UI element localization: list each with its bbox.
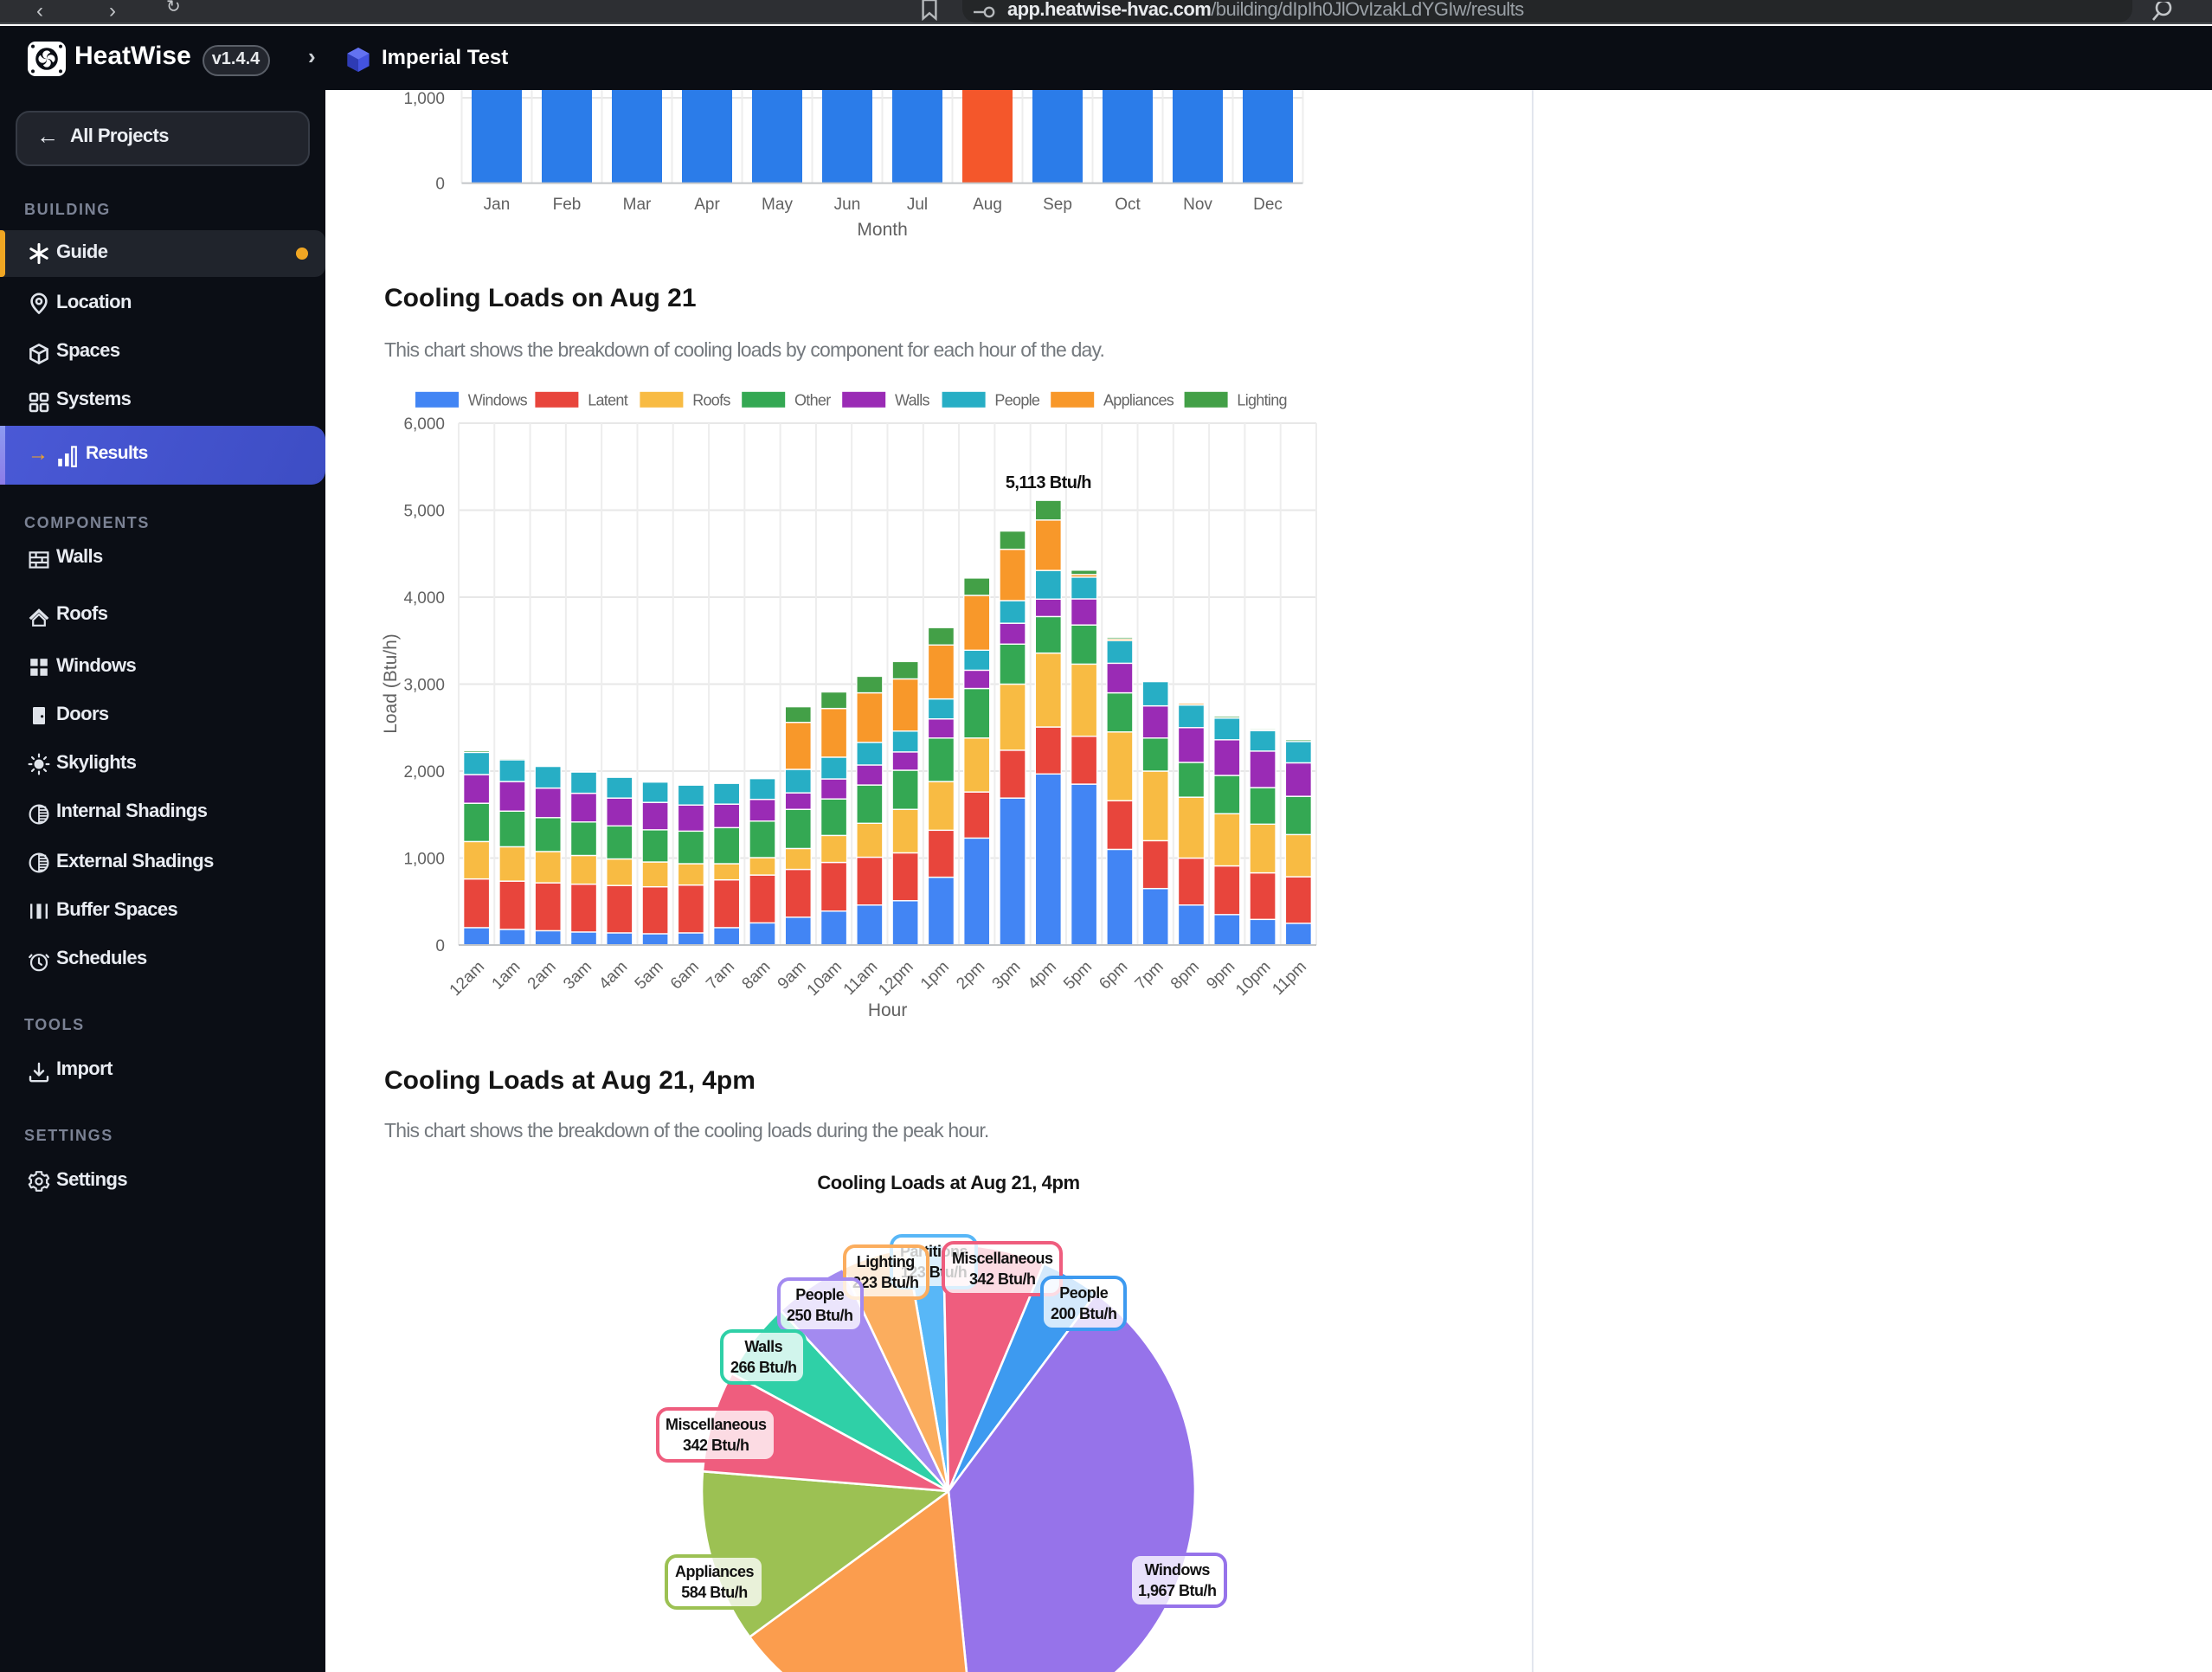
svg-text:Nov: Nov bbox=[1183, 195, 1212, 213]
svg-text:3,000: 3,000 bbox=[403, 677, 445, 695]
svg-text:5,000: 5,000 bbox=[403, 503, 445, 521]
svg-text:0: 0 bbox=[435, 175, 445, 193]
svg-text:1,000: 1,000 bbox=[403, 851, 445, 869]
svg-text:Jun: Jun bbox=[834, 195, 861, 213]
svg-text:Load (Btu/h): Load (Btu/h) bbox=[381, 633, 401, 734]
svg-text:People: People bbox=[994, 392, 1040, 409]
svg-text:3pm: 3pm bbox=[989, 958, 1025, 994]
svg-text:7am: 7am bbox=[703, 958, 738, 994]
svg-text:10pm: 10pm bbox=[1232, 958, 1274, 1000]
svg-text:2,000: 2,000 bbox=[403, 763, 445, 781]
svg-text:4am: 4am bbox=[595, 958, 631, 994]
svg-text:Apr: Apr bbox=[694, 195, 720, 213]
svg-text:8am: 8am bbox=[739, 958, 775, 994]
svg-text:2am: 2am bbox=[524, 958, 560, 994]
svg-text:1pm: 1pm bbox=[917, 958, 953, 994]
svg-text:May: May bbox=[762, 195, 793, 213]
svg-text:6pm: 6pm bbox=[1096, 958, 1131, 994]
svg-text:6,000: 6,000 bbox=[403, 415, 445, 434]
svg-text:5,113 Btu/h: 5,113 Btu/h bbox=[1006, 473, 1091, 492]
svg-text:Jul: Jul bbox=[907, 195, 928, 213]
svg-text:Hour: Hour bbox=[868, 1000, 908, 1020]
svg-text:12am: 12am bbox=[447, 958, 488, 1000]
svg-text:Jan: Jan bbox=[484, 195, 511, 213]
svg-text:Windows: Windows bbox=[468, 392, 528, 409]
svg-text:Month: Month bbox=[857, 219, 907, 239]
svg-text:2pm: 2pm bbox=[953, 958, 988, 994]
svg-text:7pm: 7pm bbox=[1132, 958, 1167, 994]
svg-text:Sep: Sep bbox=[1043, 195, 1072, 213]
svg-text:Walls: Walls bbox=[895, 392, 930, 409]
svg-text:1am: 1am bbox=[489, 958, 524, 994]
svg-text:3am: 3am bbox=[560, 958, 595, 994]
svg-text:4pm: 4pm bbox=[1025, 958, 1060, 994]
svg-text:6am: 6am bbox=[667, 958, 703, 994]
svg-text:Appliances: Appliances bbox=[1103, 392, 1174, 409]
svg-text:Dec: Dec bbox=[1253, 195, 1283, 213]
svg-text:Oct: Oct bbox=[1115, 195, 1141, 213]
svg-text:11am: 11am bbox=[840, 958, 881, 999]
svg-text:Roofs: Roofs bbox=[692, 392, 730, 409]
svg-text:5pm: 5pm bbox=[1060, 958, 1096, 994]
svg-text:5am: 5am bbox=[632, 958, 667, 994]
svg-text:4,000: 4,000 bbox=[403, 589, 445, 608]
svg-text:0: 0 bbox=[435, 937, 445, 955]
svg-text:Other: Other bbox=[794, 392, 831, 409]
svg-text:Aug: Aug bbox=[973, 195, 1002, 213]
svg-text:Lighting: Lighting bbox=[1237, 392, 1286, 409]
svg-text:Feb: Feb bbox=[553, 195, 582, 213]
svg-text:12pm: 12pm bbox=[875, 958, 916, 1000]
svg-text:10am: 10am bbox=[804, 958, 846, 1000]
svg-text:Mar: Mar bbox=[623, 195, 652, 213]
svg-text:8pm: 8pm bbox=[1167, 958, 1203, 994]
svg-text:Latent: Latent bbox=[588, 392, 628, 409]
svg-text:1,000: 1,000 bbox=[403, 89, 445, 107]
svg-text:11pm: 11pm bbox=[1269, 958, 1309, 999]
